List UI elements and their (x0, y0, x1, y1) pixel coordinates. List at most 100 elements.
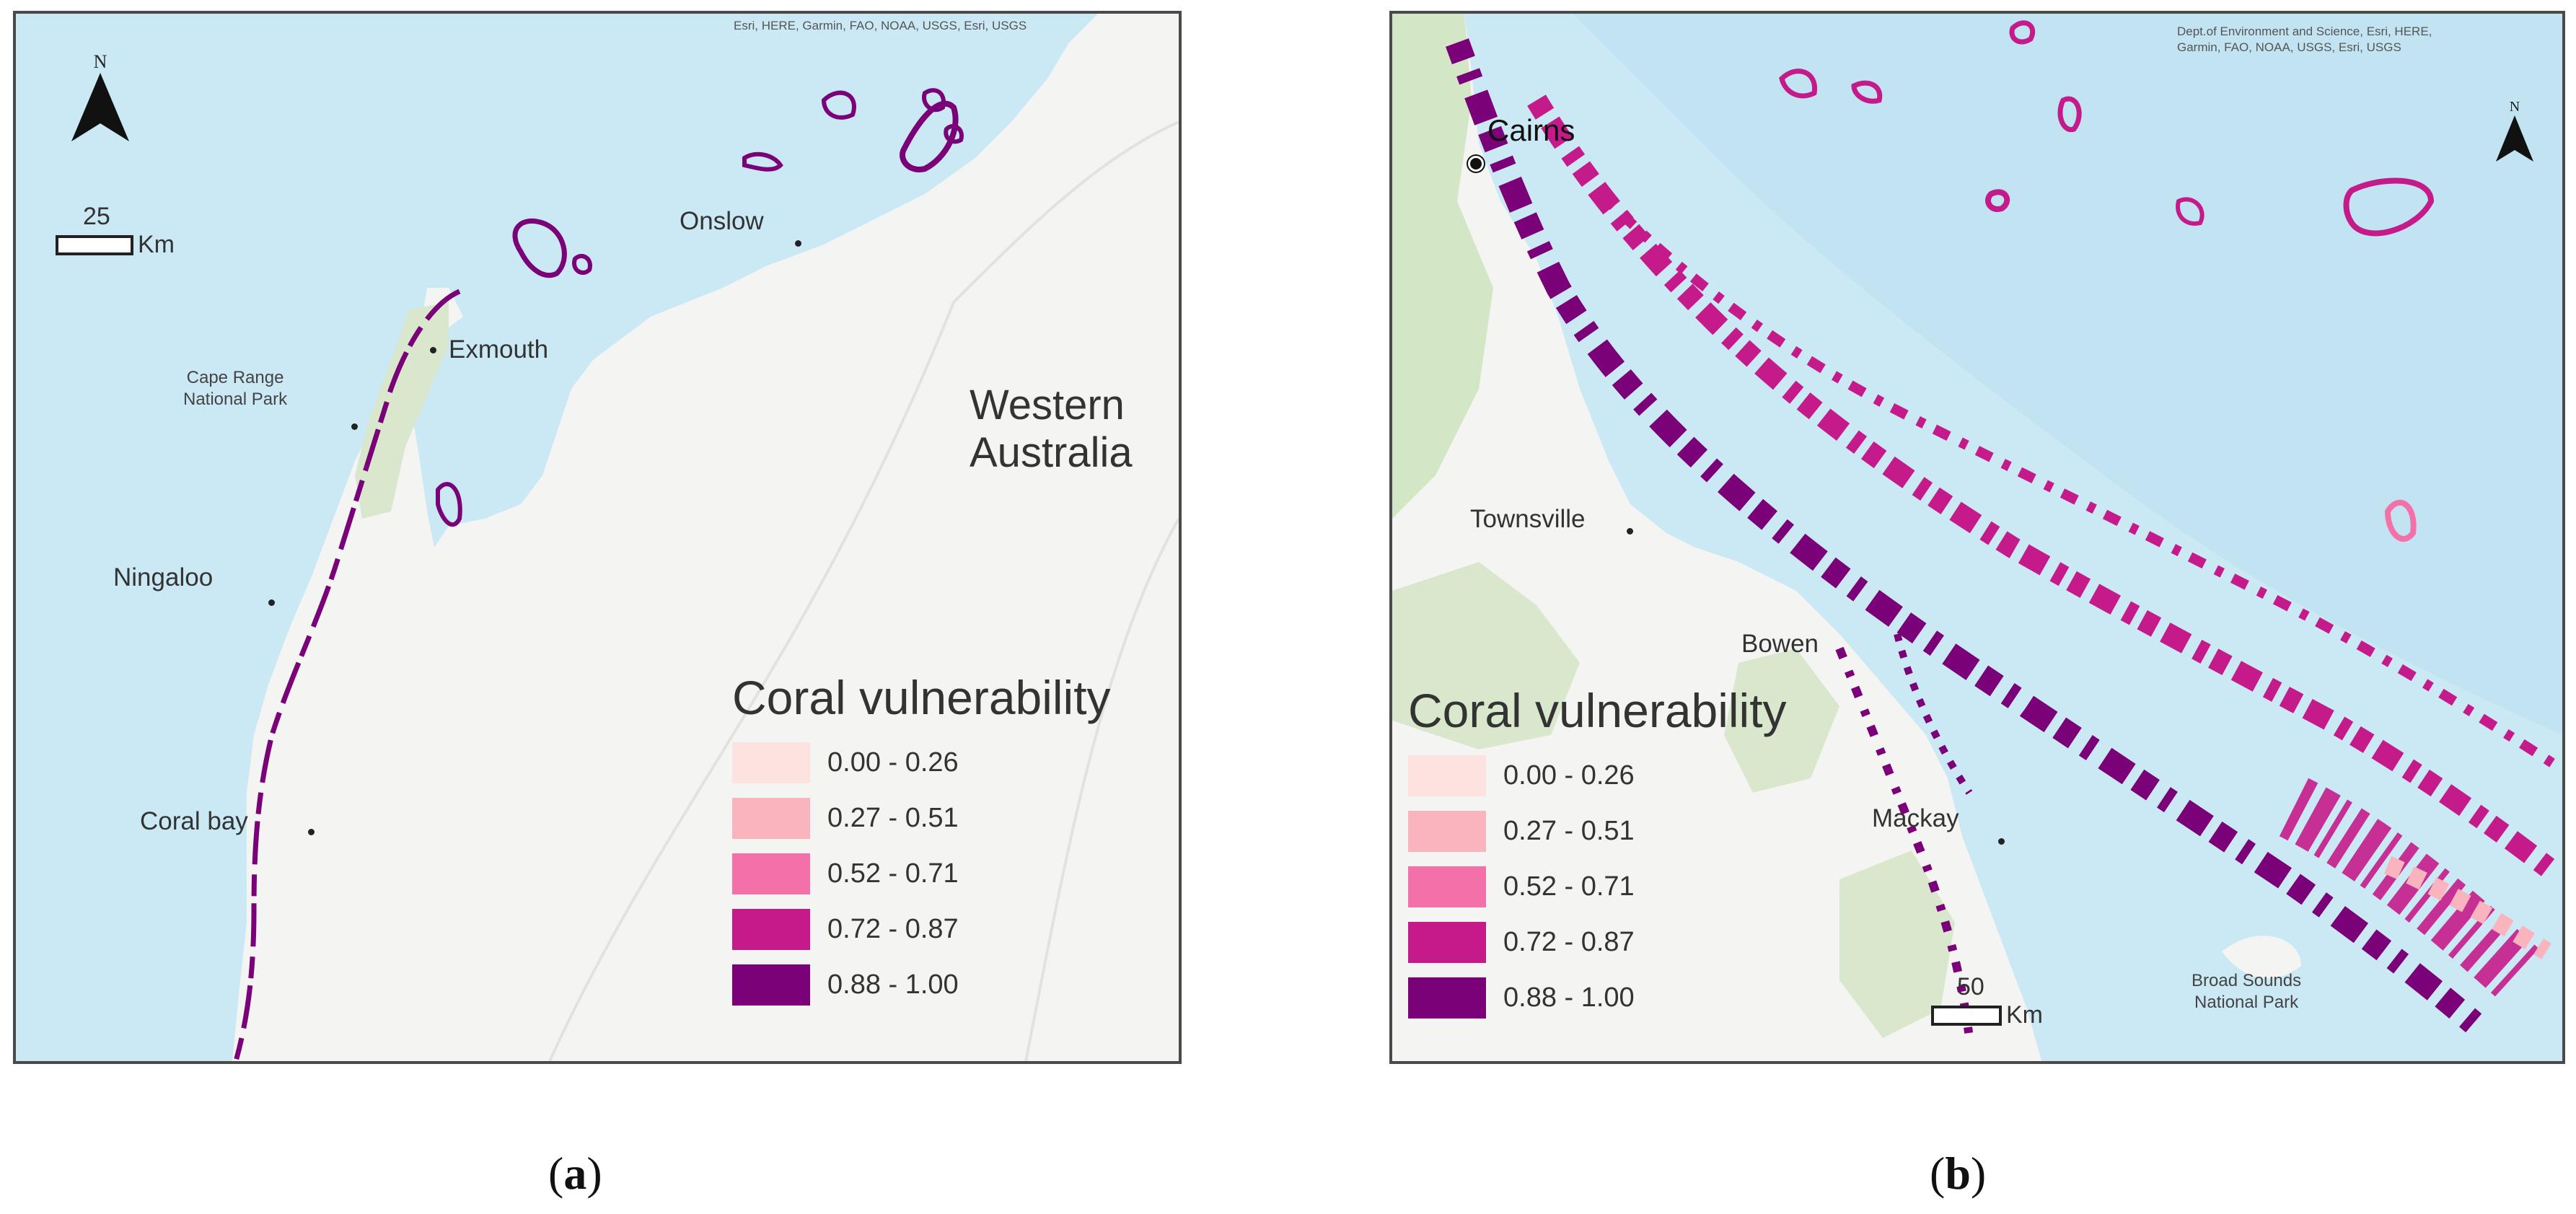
place-label-broad-sounds-line1: Broad Sounds (2192, 971, 2302, 990)
north-label-a: N (93, 51, 107, 72)
caption-b: (b) (1930, 1148, 1987, 1199)
legend-row: 0.72 - 0.87 (732, 902, 1111, 957)
reef-coral-sea-7 (2384, 499, 2417, 542)
place-label-ningaloo: Ningaloo (113, 563, 214, 591)
place-label-coral-bay: Coral bay (140, 807, 248, 835)
reef-coral-sea-6 (2343, 177, 2435, 237)
place-dot-townsville (1627, 528, 1633, 535)
legend-label: 0.27 - 0.51 (1503, 816, 1635, 846)
legend-label: 0.72 - 0.87 (1503, 927, 1635, 957)
reef-coral-sea-5 (2057, 96, 2082, 133)
place-dot-cairns (1468, 156, 1484, 172)
legend-swatch (1408, 922, 1486, 963)
region-label-wa-line2: Australia (970, 429, 1133, 476)
reef-offshore-6 (922, 88, 946, 113)
caption-a: (a) (548, 1148, 602, 1199)
legend-rows-a: 0.00 - 0.26 0.27 - 0.51 0.52 - 0.71 0.72 - … (732, 735, 1111, 1013)
legend-row: 0.27 - 0.51 (1408, 804, 1787, 859)
map-panel-a[interactable]: Esri, HERE, Garmin, FAO, NOAA, USGS, Esr… (13, 11, 1182, 1064)
place-dot-onslow (795, 240, 801, 247)
map-canvas-b (1392, 14, 2562, 1061)
reef-offshore-1 (512, 218, 567, 278)
caption-letter-a: a (563, 1148, 587, 1199)
reef-ningaloo (233, 289, 461, 1061)
north-label-b: N (2509, 99, 2520, 115)
region-label-western-australia: Western Australia (970, 382, 1133, 477)
legend-row: 0.88 - 1.00 (732, 957, 1111, 1013)
place-dot-mackay (1998, 838, 2005, 845)
place-label-exmouth: Exmouth (449, 335, 549, 364)
region-label-wa-line1: Western (970, 382, 1125, 428)
place-dot-cape-range (351, 423, 358, 430)
map-panel-b[interactable]: Dept.of Environment and Science, Esri, H… (1389, 11, 2565, 1064)
reef-southern-light (2383, 856, 2551, 960)
map-attribution-a: Esri, HERE, Garmin, FAO, NOAA, USGS, Esr… (734, 19, 1027, 32)
scale-box-b (1931, 1005, 2002, 1026)
legend-label: 0.88 - 1.00 (827, 969, 959, 1000)
legend-swatch (732, 853, 810, 894)
reef-offshore-5 (900, 100, 959, 172)
forest-patch-3 (1724, 648, 1839, 793)
legend-row: 0.00 - 0.26 (732, 735, 1111, 791)
place-label-cape-range-line1: Cape Range (186, 368, 284, 387)
place-label-broad-sounds-line2: National Park (2194, 993, 2299, 1012)
caption-letter-b: b (1945, 1148, 1971, 1199)
reef-coral-sea-2 (2009, 20, 2036, 45)
legend-label: 0.27 - 0.51 (827, 803, 959, 833)
legend-swatch (732, 909, 810, 950)
place-label-onslow: Onslow (680, 207, 764, 235)
legend-row: 0.52 - 0.71 (732, 846, 1111, 902)
reef-coastal-dark (1835, 646, 1974, 1039)
legend-row: 0.27 - 0.51 (732, 791, 1111, 846)
legend-swatch (732, 964, 810, 1006)
place-dot-ningaloo (268, 599, 275, 606)
legend-swatch (1408, 755, 1486, 796)
cape-range-park (355, 302, 449, 519)
legend-row: 0.88 - 1.00 (1408, 970, 1787, 1026)
reef-southern-cluster (2279, 778, 2540, 998)
legend-row: 0.00 - 0.26 (1408, 748, 1787, 804)
legend-label: 0.00 - 0.26 (827, 747, 959, 778)
scale-unit-a: Km (138, 231, 175, 258)
place-label-cape-range: Cape Range National Park (183, 367, 287, 410)
legend-row: 0.52 - 0.71 (1408, 859, 1787, 915)
legend-swatch (1408, 811, 1486, 852)
legend-label: 0.52 - 0.71 (827, 858, 959, 889)
legend-swatch (732, 798, 810, 839)
legend-swatch (732, 742, 810, 783)
legend-row: 0.72 - 0.87 (1408, 915, 1787, 970)
place-dot-coral-bay (308, 829, 315, 835)
land-mainland-a (232, 14, 1179, 1061)
reef-offshore-4 (821, 90, 856, 120)
land-mainland-b (1392, 14, 2041, 1061)
place-label-townsville: Townsville (1470, 505, 1586, 533)
reef-coral-sea-4 (1851, 80, 1883, 104)
north-arrow-icon (71, 73, 129, 141)
legend-title-a: Coral vulnerability (732, 671, 1111, 724)
place-label-broad-sounds: Broad Sounds National Park (2192, 970, 2301, 1013)
reef-coral-sea-8 (2176, 197, 2204, 226)
legend-rows-b: 0.00 - 0.26 0.27 - 0.51 0.52 - 0.71 0.72 - … (1408, 748, 1787, 1026)
reef-coral-sea-3 (1779, 69, 1817, 99)
legend-a: Coral vulnerability 0.00 - 0.26 0.27 - 0.… (732, 670, 1111, 1013)
reef-offshore-2 (572, 254, 592, 275)
north-arrow-b: N (2494, 99, 2536, 168)
legend-label: 0.00 - 0.26 (1503, 760, 1635, 791)
map-attribution-b-line1: Dept.of Environment and Science, Esri, H… (2177, 25, 2432, 38)
forest-patch-2 (1392, 562, 1580, 749)
legend-b: Coral vulnerability 0.00 - 0.26 0.27 - 0.… (1408, 683, 1787, 1026)
scale-value-b: 50 (1957, 973, 1984, 1000)
place-dot-exmouth (430, 347, 436, 353)
place-label-bowen: Bowen (1741, 630, 1819, 658)
legend-swatch (1408, 977, 1486, 1019)
scale-bar-a: 25 Km (56, 203, 175, 259)
legend-label: 0.52 - 0.71 (1503, 871, 1635, 902)
place-label-cape-range-line2: National Park (183, 390, 288, 409)
reef-offshore-3 (742, 151, 783, 172)
reef-exmouth-gulf (436, 482, 462, 527)
north-arrow-icon (2496, 115, 2533, 162)
place-label-cairns: Cairns (1487, 113, 1575, 147)
north-arrow-a: N (68, 51, 133, 149)
legend-label: 0.72 - 0.87 (827, 914, 959, 944)
place-label-mackay: Mackay (1872, 804, 1959, 832)
